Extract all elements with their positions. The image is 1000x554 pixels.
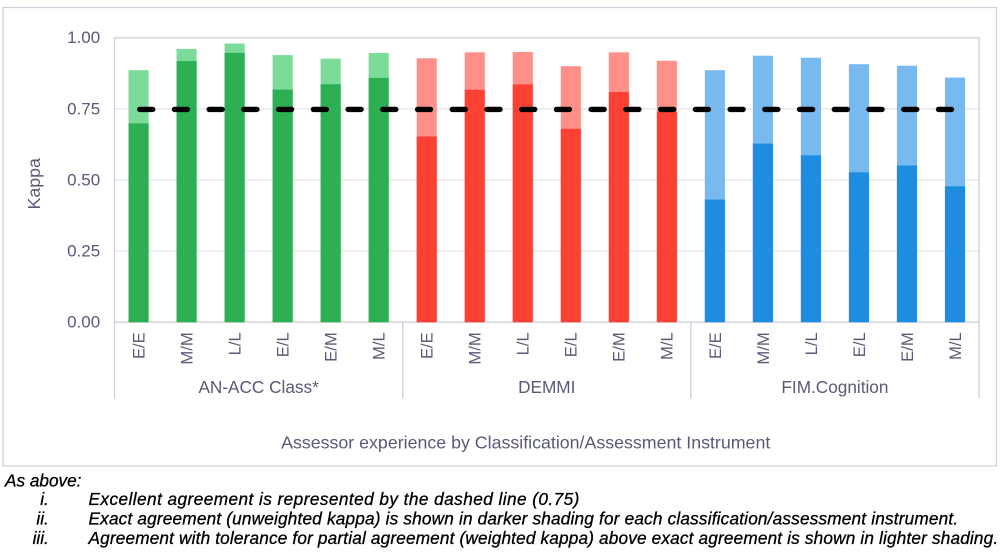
svg-text:L/L: L/L <box>802 332 821 355</box>
svg-text:As above:: As above: <box>4 470 82 490</box>
svg-text:0.50: 0.50 <box>67 170 100 189</box>
svg-text:L/L: L/L <box>226 332 245 355</box>
svg-text:E/M: E/M <box>322 332 341 362</box>
svg-text:DEMMI: DEMMI <box>518 377 575 397</box>
svg-text:M/M: M/M <box>754 332 773 364</box>
svg-text:E/L: E/L <box>562 332 581 357</box>
svg-text:0.00: 0.00 <box>67 313 100 332</box>
svg-text:M/M: M/M <box>177 332 196 364</box>
svg-text:L/L: L/L <box>514 332 533 355</box>
svg-text:Assessor experience by Classif: Assessor experience by Classification/As… <box>281 433 770 453</box>
svg-text:E/L: E/L <box>274 332 293 357</box>
svg-text:E/E: E/E <box>418 332 437 359</box>
svg-text:M/M: M/M <box>466 332 485 364</box>
svg-text:i.: i. <box>40 489 49 509</box>
svg-text:E/L: E/L <box>850 332 869 357</box>
svg-text:AN-ACC Class*: AN-ACC Class* <box>198 377 319 397</box>
svg-text:E/E: E/E <box>706 332 725 359</box>
svg-text:M/L: M/L <box>946 332 965 360</box>
svg-text:iii.: iii. <box>33 528 49 548</box>
svg-text:M/L: M/L <box>658 332 677 360</box>
svg-text:FIM.Cognition: FIM.Cognition <box>781 377 888 397</box>
svg-text:Exact agreement (unweighted ka: Exact agreement (unweighted kappa) is sh… <box>89 509 959 529</box>
svg-text:Kappa: Kappa <box>24 158 44 210</box>
svg-text:ii.: ii. <box>36 509 48 529</box>
svg-text:M/L: M/L <box>370 332 389 360</box>
svg-text:0.25: 0.25 <box>67 242 100 261</box>
svg-text:Excellent agreement is represe: Excellent agreement is represented by th… <box>89 489 580 509</box>
svg-text:0.75: 0.75 <box>67 99 100 118</box>
svg-text:E/E: E/E <box>129 332 148 359</box>
svg-text:1.00: 1.00 <box>67 28 100 47</box>
svg-text:E/M: E/M <box>610 332 629 362</box>
svg-text:E/M: E/M <box>898 332 917 362</box>
svg-text:Agreement with tolerance for p: Agreement with tolerance for partial agr… <box>88 528 999 548</box>
